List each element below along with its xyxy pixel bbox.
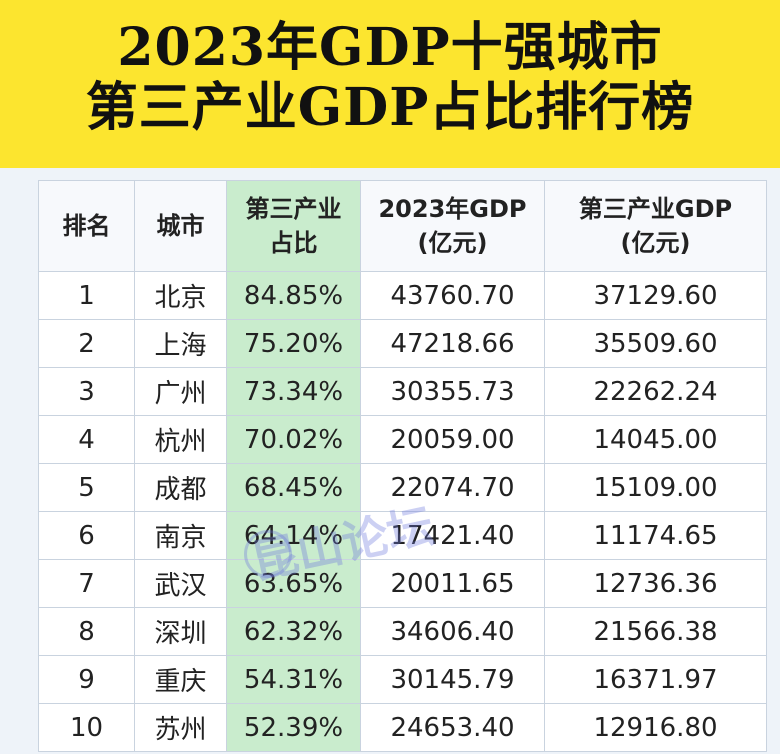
table-row: 2 上海 75.20% 47218.66 35509.60 (38, 319, 767, 368)
cell-gdp: 22074.70 (360, 463, 545, 512)
header-share-line1: 第三产业 (245, 195, 342, 223)
cell-city: 深圳 (134, 607, 227, 656)
cell-share: 70.02% (226, 415, 361, 464)
cell-share: 68.45% (226, 463, 361, 512)
cell-tertiary-gdp: 12736.36 (544, 559, 767, 608)
cell-rank: 3 (38, 367, 135, 416)
header-gdp-line1: 2023年GDP (378, 195, 527, 223)
header-share-line2: 占比 (269, 229, 318, 257)
cell-rank: 10 (38, 703, 135, 752)
title-banner: 2023年GDP十强城市 第三产业GDP占比排行榜 (0, 0, 780, 168)
cell-tertiary-gdp: 14045.00 (544, 415, 767, 464)
cell-city: 苏州 (134, 703, 227, 752)
cell-tertiary-gdp: 12916.80 (544, 703, 767, 752)
cell-city: 杭州 (134, 415, 227, 464)
header-gdp: 2023年GDP (亿元) (360, 180, 545, 272)
table-row: 1 北京 84.85% 43760.70 37129.60 (38, 271, 767, 320)
cell-tertiary-gdp: 16371.97 (544, 655, 767, 704)
cell-share: 64.14% (226, 511, 361, 560)
table-row: 5 成都 68.45% 22074.70 15109.00 (38, 463, 767, 512)
header-tertiary-gdp-line1: 第三产业GDP (578, 195, 733, 223)
cell-gdp: 17421.40 (360, 511, 545, 560)
table-row: 10 苏州 52.39% 24653.40 12916.80 (38, 703, 767, 752)
header-city: 城市 (134, 180, 227, 272)
cell-rank: 1 (38, 271, 135, 320)
table-row: 6 南京 64.14% 17421.40 11174.65 (38, 511, 767, 560)
cell-city: 南京 (134, 511, 227, 560)
cell-city: 广州 (134, 367, 227, 416)
table-body: 1 北京 84.85% 43760.70 37129.60 2 上海 75.20% 47218.… (38, 271, 767, 752)
cell-gdp: 20011.65 (360, 559, 545, 608)
cell-rank: 6 (38, 511, 135, 560)
cell-share: 84.85% (226, 271, 361, 320)
header-tertiary-gdp: 第三产业GDP (亿元) (544, 180, 767, 272)
header-tertiary-gdp-line2: (亿元) (620, 229, 691, 257)
cell-gdp: 47218.66 (360, 319, 545, 368)
cell-city: 武汉 (134, 559, 227, 608)
cell-share: 73.34% (226, 367, 361, 416)
cell-city: 重庆 (134, 655, 227, 704)
cell-gdp: 20059.00 (360, 415, 545, 464)
cell-tertiary-gdp: 22262.24 (544, 367, 767, 416)
cell-gdp: 43760.70 (360, 271, 545, 320)
cell-tertiary-gdp: 11174.65 (544, 511, 767, 560)
cell-rank: 2 (38, 319, 135, 368)
cell-rank: 8 (38, 607, 135, 656)
cell-tertiary-gdp: 15109.00 (544, 463, 767, 512)
cell-gdp: 30145.79 (360, 655, 545, 704)
cell-city: 北京 (134, 271, 227, 320)
cell-rank: 7 (38, 559, 135, 608)
cell-gdp: 34606.40 (360, 607, 545, 656)
cell-share: 54.31% (226, 655, 361, 704)
table-row: 3 广州 73.34% 30355.73 22262.24 (38, 367, 767, 416)
header-row: 排名 城市 第三产业 占比 2023年GDP (亿元) 第三产业GDP (亿元) (38, 180, 767, 272)
cell-tertiary-gdp: 35509.60 (544, 319, 767, 368)
table-row: 8 深圳 62.32% 34606.40 21566.38 (38, 607, 767, 656)
cell-share: 52.39% (226, 703, 361, 752)
cell-gdp: 30355.73 (360, 367, 545, 416)
table-area: 排名 城市 第三产业 占比 2023年GDP (亿元) 第三产业GDP (亿元) (0, 168, 780, 754)
cell-gdp: 24653.40 (360, 703, 545, 752)
header-share: 第三产业 占比 (226, 180, 361, 272)
cell-share: 75.20% (226, 319, 361, 368)
cell-rank: 5 (38, 463, 135, 512)
cell-city: 成都 (134, 463, 227, 512)
cell-tertiary-gdp: 37129.60 (544, 271, 767, 320)
header-rank-line1: 排名 (62, 212, 111, 240)
cell-share: 62.32% (226, 607, 361, 656)
cell-tertiary-gdp: 21566.38 (544, 607, 767, 656)
cell-rank: 9 (38, 655, 135, 704)
cell-city: 上海 (134, 319, 227, 368)
gdp-ranking-table: 排名 城市 第三产业 占比 2023年GDP (亿元) 第三产业GDP (亿元) (38, 180, 767, 752)
header-rank: 排名 (38, 180, 135, 272)
table-row: 7 武汉 63.65% 20011.65 12736.36 (38, 559, 767, 608)
table-row: 9 重庆 54.31% 30145.79 16371.97 (38, 655, 767, 704)
title-line-1: 2023年GDP十强城市 (117, 17, 663, 78)
cell-share: 63.65% (226, 559, 361, 608)
title-line-2: 第三产业GDP占比排行榜 (85, 77, 695, 138)
header-city-line1: 城市 (156, 212, 205, 240)
cell-rank: 4 (38, 415, 135, 464)
table-row: 4 杭州 70.02% 20059.00 14045.00 (38, 415, 767, 464)
header-gdp-line2: (亿元) (417, 229, 488, 257)
